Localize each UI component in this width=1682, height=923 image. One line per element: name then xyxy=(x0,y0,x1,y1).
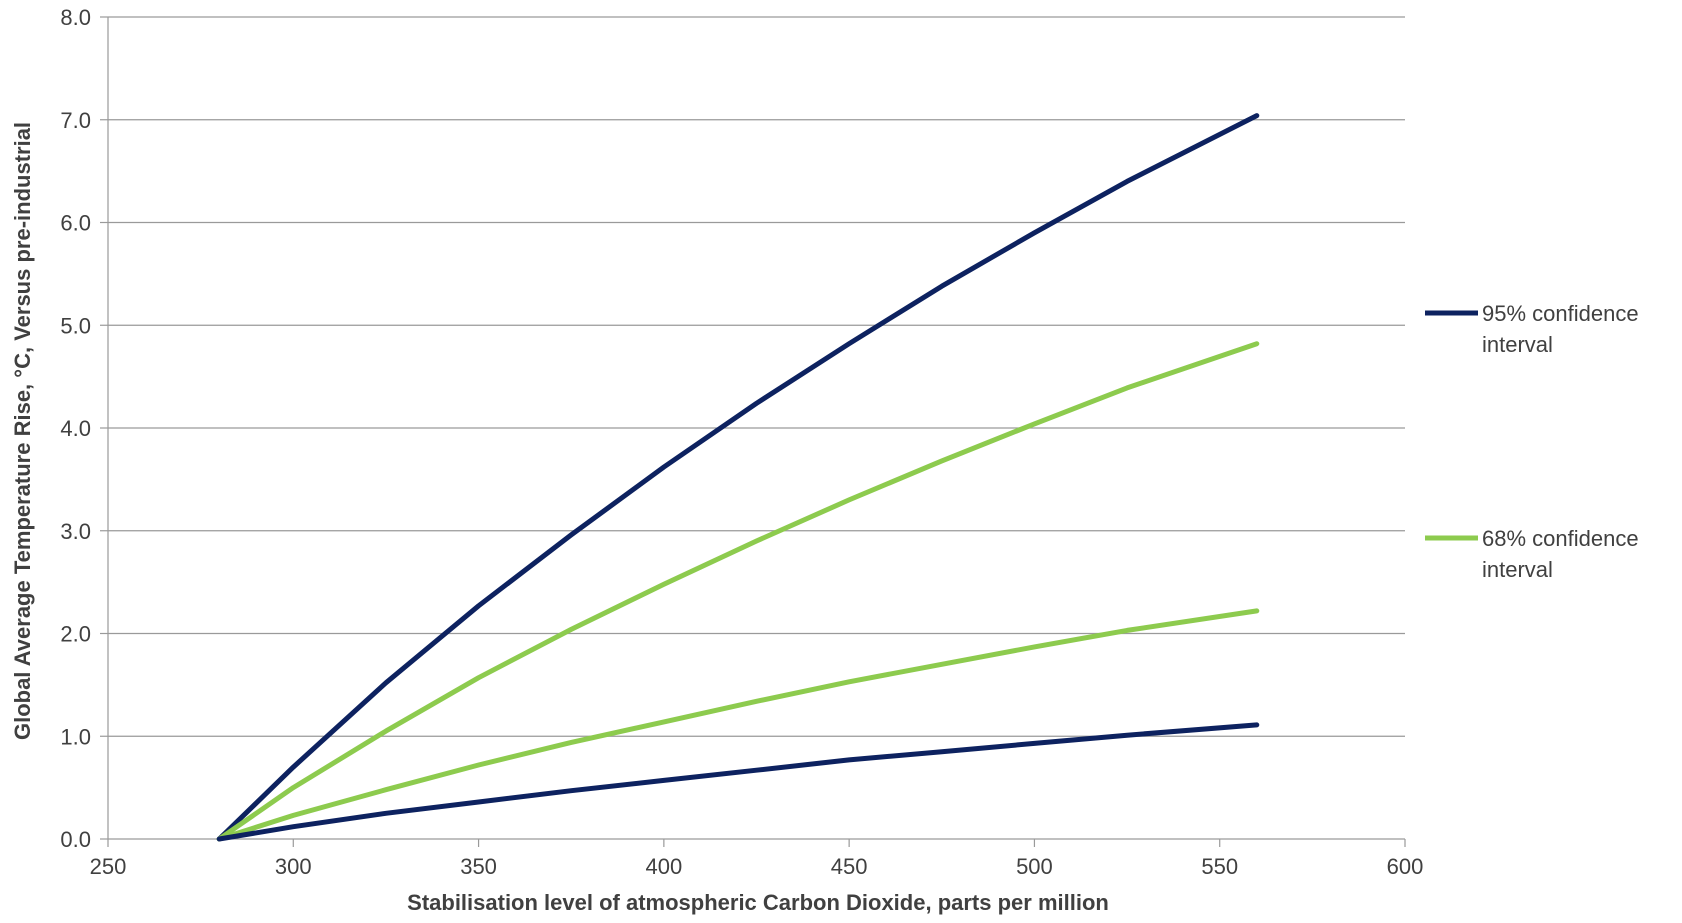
legend-item-68: 68% confidence interval xyxy=(1425,526,1639,582)
y-tick-label: 5.0 xyxy=(60,313,91,338)
x-tick-label: 250 xyxy=(90,854,127,879)
y-tick-labels: 0.0 1.0 2.0 3.0 4.0 5.0 6.0 7.0 8.0 xyxy=(60,5,91,852)
legend: 95% confidence interval 68% confidence i… xyxy=(1425,301,1639,582)
y-tick-label: 3.0 xyxy=(60,519,91,544)
y-tick-label: 1.0 xyxy=(60,724,91,749)
legend-label: interval xyxy=(1482,332,1553,357)
grid-lines xyxy=(108,16,1405,737)
x-axis-title: Stabilisation level of atmospheric Carbo… xyxy=(407,890,1109,915)
x-tick-label: 550 xyxy=(1201,854,1238,879)
x-tick-label: 450 xyxy=(831,854,868,879)
x-tick-labels: 250 300 350 400 450 500 550 600 xyxy=(90,854,1424,879)
y-tick-label: 0.0 xyxy=(60,827,91,852)
series-lines xyxy=(216,113,1260,842)
y-tick-label: 6.0 xyxy=(60,211,91,236)
axes xyxy=(100,16,1406,847)
series-line-95-lower xyxy=(216,722,1260,842)
legend-item-95: 95% confidence interval xyxy=(1425,301,1639,357)
y-tick-label: 7.0 xyxy=(60,108,91,133)
y-tick-label: 4.0 xyxy=(60,416,91,441)
y-axis-title: Global Average Temperature Rise, °C, Ver… xyxy=(10,122,35,740)
x-tick-label: 600 xyxy=(1387,854,1424,879)
series-line-68-lower xyxy=(216,608,1260,842)
x-tick-label: 300 xyxy=(275,854,312,879)
y-tick-label: 2.0 xyxy=(60,622,91,647)
series-line-95-upper xyxy=(216,113,1260,842)
y-tick-label: 8.0 xyxy=(60,5,91,30)
legend-label: 95% confidence xyxy=(1482,301,1639,326)
legend-label: 68% confidence xyxy=(1482,526,1639,551)
series-line-68-upper xyxy=(216,341,1260,842)
x-tick-label: 400 xyxy=(645,854,682,879)
x-tick-label: 350 xyxy=(460,854,497,879)
x-tick-label: 500 xyxy=(1016,854,1053,879)
legend-label: interval xyxy=(1482,557,1553,582)
